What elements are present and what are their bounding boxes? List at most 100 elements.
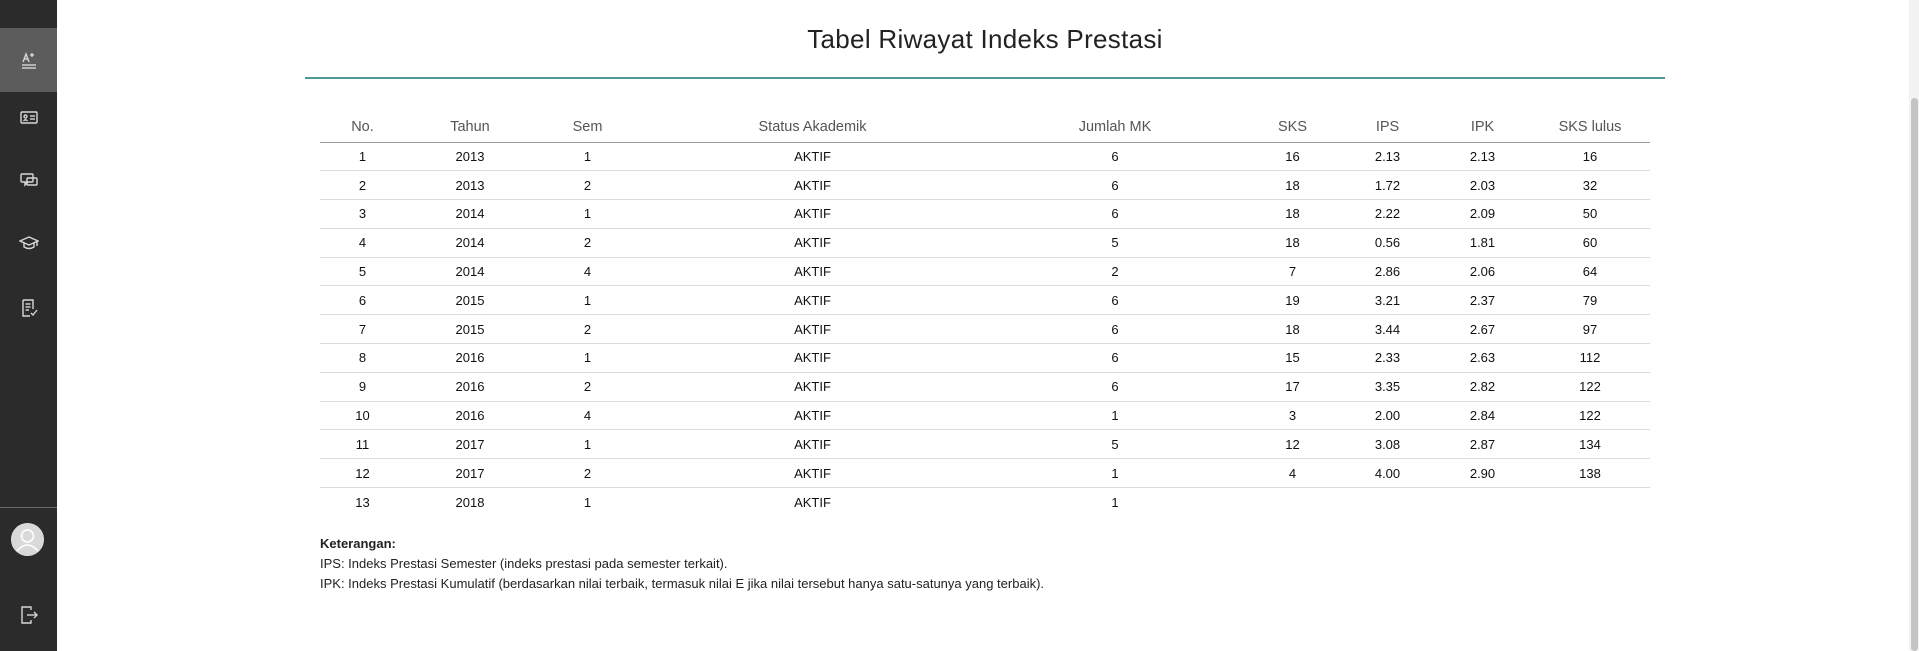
table-cell: 2.13 [1340,142,1435,172]
presentation-icon [19,111,38,124]
table-cell: 79 [1530,285,1650,316]
table-cell: 1 [320,142,405,172]
table-cell: 60 [1530,228,1650,258]
table-cell: 50 [1530,199,1650,229]
table-cell: AKTIF [640,142,985,172]
table-cell: 2013 [405,142,535,172]
table-cell: 2.90 [1435,458,1530,489]
table-row: 5 2014 4 AKTIF 2 7 2.86 2.06 64 [320,257,1650,287]
notes-ips: IPS: Indeks Prestasi Semester (indeks pr… [320,556,728,571]
column-header: Sem [535,112,640,143]
sidebar-item-presentation[interactable] [0,86,57,150]
ip-history-table: No. Tahun Sem Status Akademik Jumlah MK SKS IP… [320,112,1650,516]
table-row: 7 2015 2 AKTIF 6 18 3.44 2.67 97 [320,314,1650,345]
table-cell: 2.82 [1435,372,1530,402]
table-cell: 0.56 [1340,228,1435,258]
table-cell: 1 [985,401,1245,431]
table-body: 1 2013 1 AKTIF 6 16 2.13 2.13 16 2 2013 2 AKTIF 6 18 1.… [320,142,1650,516]
table-cell: 2 [535,170,640,201]
sidebar [0,0,57,651]
table-cell: 2.03 [1435,170,1530,201]
table-cell: 134 [1530,429,1650,460]
checklist-icon [21,299,38,317]
table-cell: 9 [320,372,405,402]
table-row: 9 2016 2 AKTIF 6 17 3.35 2.82 122 [320,372,1650,402]
table-cell [1245,488,1340,517]
table-row: 6 2015 1 AKTIF 6 19 3.21 2.37 79 [320,285,1650,316]
table-cell: 2.37 [1435,285,1530,316]
table-cell: 138 [1530,458,1650,489]
table-cell: 6 [985,372,1245,402]
table-cell: 2.09 [1435,199,1530,229]
table-cell: 2017 [405,458,535,489]
table-cell: 2 [535,458,640,489]
table-cell: AKTIF [640,199,985,229]
table-cell: 18 [1245,199,1340,229]
table-cell: 2.22 [1340,199,1435,229]
table-cell: 1.72 [1340,170,1435,201]
table-cell: AKTIF [640,314,985,345]
table-row: 2 2013 2 AKTIF 6 18 1.72 2.03 32 [320,170,1650,201]
sidebar-item-logout[interactable] [0,583,57,647]
graduation-cap-icon [18,236,39,250]
table-cell: 2.86 [1340,257,1435,287]
table-cell: 17 [1245,372,1340,402]
table-cell: 7 [1245,257,1340,287]
table-cell: 4 [320,228,405,258]
table-row: 12 2017 2 AKTIF 1 4 4.00 2.90 138 [320,458,1650,489]
user-avatar[interactable] [11,523,44,556]
table-cell: 2.06 [1435,257,1530,287]
table-cell: 6 [985,142,1245,172]
table-cell: 2013 [405,170,535,201]
table-cell: 1 [535,285,640,316]
table-cell: 12 [320,458,405,489]
table-cell: 15 [1245,343,1340,373]
table-cell: 1 [985,458,1245,489]
sidebar-item-education[interactable] [0,211,57,275]
table-row: 1 2013 1 AKTIF 6 16 2.13 2.13 16 [320,142,1650,172]
table-cell: 2016 [405,401,535,431]
table-cell: 3 [1245,401,1340,431]
table-cell: 2014 [405,228,535,258]
table-cell: 16 [1530,142,1650,172]
column-header: SKS [1245,112,1340,143]
table-row: 4 2014 2 AKTIF 5 18 0.56 1.81 60 [320,228,1650,258]
table-cell: 2.87 [1435,429,1530,460]
table-cell [1530,488,1650,517]
table-row: 3 2014 1 AKTIF 6 18 2.22 2.09 50 [320,199,1650,229]
table-cell: 2.63 [1435,343,1530,373]
table-cell: AKTIF [640,228,985,258]
column-header: No. [320,112,405,143]
sidebar-item-menu[interactable] [0,0,57,22]
table-cell: 18 [1245,228,1340,258]
table-cell: AKTIF [640,401,985,431]
table-cell: 1 [1111,494,1119,510]
table-cell: 6 [320,285,405,316]
table-cell: 2.33 [1340,343,1435,373]
sidebar-item-grades[interactable] [0,28,57,92]
table-row: 11 2017 1 AKTIF 5 12 3.08 2.87 134 [320,429,1650,460]
avatar-icon [11,523,44,556]
table-cell: 2.13 [1435,142,1530,172]
table-cell: 1 [535,142,640,172]
table-cell: 2 [535,228,640,258]
table-cell: 4 [1245,458,1340,489]
notes-section: Keterangan: IPS: Indeks Prestasi Semeste… [320,534,1044,594]
table-cell: 2016 [405,372,535,402]
table-cell: AKTIF [640,429,985,460]
table-cell: AKTIF [640,458,985,489]
table-cell: AKTIF [640,343,985,373]
scrollbar-thumb[interactable] [1911,98,1918,651]
sidebar-item-checklist[interactable] [0,276,57,340]
sidebar-item-chat[interactable] [0,148,57,212]
table-cell: 2016 [405,343,535,373]
table-cell: AKTIF [640,372,985,402]
table-cell: 2.84 [1435,401,1530,431]
table-cell: AKTIF [640,170,985,201]
notes-title: Keterangan: [320,536,396,551]
table-cell: 5 [985,429,1245,460]
table-cell: 5 [985,228,1245,258]
table-cell: 112 [1530,343,1650,373]
column-header: IPK [1435,112,1530,143]
table-cell: 6 [985,199,1245,229]
